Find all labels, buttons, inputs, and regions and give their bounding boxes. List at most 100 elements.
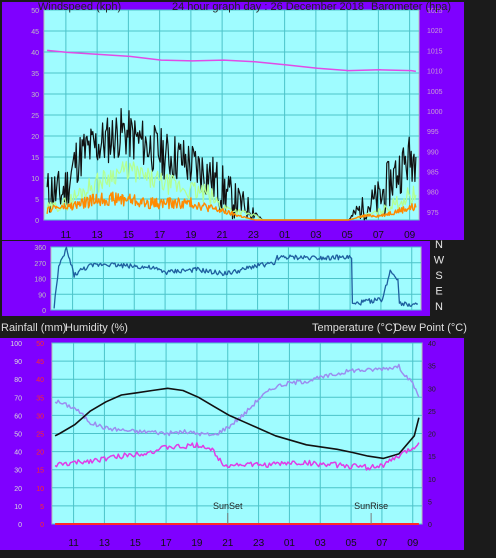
humidity-tick-label: 70 xyxy=(14,395,22,402)
humidity-tick-label: 100 xyxy=(10,341,22,348)
rainfall-tick-label: 30 xyxy=(36,413,44,420)
temperature-line xyxy=(54,387,420,460)
humidity-tick-label: 60 xyxy=(14,413,22,420)
rainfall-tick-label: 15 xyxy=(36,468,44,475)
rainfall-tick-label: 50 xyxy=(36,341,44,348)
temp-x-tick-label: 01 xyxy=(284,538,296,549)
wind-y-tick-label: 25 xyxy=(31,113,39,120)
humidity-tick-label: 20 xyxy=(14,486,22,493)
temperature-tick-label: 30 xyxy=(428,386,436,393)
humidity-tick-label: 50 xyxy=(14,432,22,439)
wind-grid xyxy=(44,9,419,221)
direction-y-tick-label: 360 xyxy=(34,245,46,252)
barometer-tick-label: 1000 xyxy=(427,109,443,116)
wind-x-tick-label: 15 xyxy=(123,230,135,241)
wind-y-tick-label: 35 xyxy=(31,71,39,78)
barometer-tick-label: 995 xyxy=(427,129,439,136)
direction-y-tick-label: 270 xyxy=(34,261,46,268)
barometer-tick-label: 1015 xyxy=(427,48,443,55)
temp-series xyxy=(54,363,420,525)
rainfall-tick-label: 40 xyxy=(36,377,44,384)
temperature-tick-label: 40 xyxy=(428,341,436,348)
humidity-tick-label: 30 xyxy=(14,468,22,475)
temperature-tick-label: 25 xyxy=(428,409,436,416)
compass-label: W xyxy=(434,255,445,267)
dewpoint-axis-title: Dew Point (°C) xyxy=(394,322,467,334)
humidity-tick-label: 80 xyxy=(14,377,22,384)
rainfall-tick-label: 5 xyxy=(40,504,44,511)
humidity-tick-label: 0 xyxy=(18,522,22,529)
compass-label: S xyxy=(435,270,442,282)
humidity-line xyxy=(54,363,420,437)
temp-x-tick-label: 03 xyxy=(315,538,327,549)
wind-x-tick-label: 09 xyxy=(404,230,416,241)
temp-grid xyxy=(52,342,422,525)
wind-series xyxy=(46,49,417,221)
rainfall-axis-title: Rainfall (mm) xyxy=(1,322,66,334)
rainfall-tick-label: 10 xyxy=(36,486,44,493)
humidity-axis-title: Humidity (%) xyxy=(65,322,128,334)
compass-label: N xyxy=(435,239,443,251)
barometer-tick-label: 990 xyxy=(427,149,439,156)
temperature-tick-label: 5 xyxy=(428,499,432,506)
wind-y-tick-label: 30 xyxy=(31,92,39,99)
temperature-tick-label: 0 xyxy=(428,522,432,529)
barometer-tick-label: 1005 xyxy=(427,89,443,96)
lull-line xyxy=(46,191,417,221)
temp-x-tick-label: 13 xyxy=(99,538,111,549)
windspeed-axis-title: Windspeed (kph) xyxy=(38,1,121,13)
barometer-tick-label: 975 xyxy=(427,210,439,217)
wind-x-tick-label: 17 xyxy=(154,230,166,241)
temp-x-tick-label: 15 xyxy=(130,538,142,549)
direction-y-tick-label: 180 xyxy=(34,277,46,284)
direction-series xyxy=(53,246,419,309)
direction-y-tick-label: 0 xyxy=(42,308,46,315)
temperature-tick-label: 35 xyxy=(428,364,436,371)
wind-y-tick-label: 0 xyxy=(35,218,39,225)
wind-x-tick-label: 23 xyxy=(248,230,260,241)
wind-x-tick-label: 11 xyxy=(61,230,72,241)
temperature-tick-label: 10 xyxy=(428,477,436,484)
wind-x-tick-label: 13 xyxy=(92,230,104,241)
barometer-tick-label: 1020 xyxy=(427,28,443,35)
barometer-tick-label: 980 xyxy=(427,190,439,197)
sunset-label: SunSet xyxy=(213,501,243,511)
temperature-tick-label: 15 xyxy=(428,454,436,461)
wind-y-tick-label: 20 xyxy=(31,134,39,141)
compass-label: E xyxy=(435,286,442,298)
temp-x-tick-label: 05 xyxy=(346,538,358,549)
temp-x-tick-label: 17 xyxy=(161,538,173,549)
chart-title: 24 hour graph day : 26 December 2018 xyxy=(172,1,364,13)
dew-point-line xyxy=(54,442,420,471)
wind-y-tick-label: 15 xyxy=(31,155,39,162)
direction-y-tick-label: 90 xyxy=(38,292,46,299)
temperature-axis-title: Temperature (°C) xyxy=(312,322,396,334)
rainfall-tick-label: 35 xyxy=(36,395,44,402)
rainfall-tick-label: 0 xyxy=(40,522,44,529)
rainfall-tick-label: 20 xyxy=(36,450,44,457)
rainfall-tick-label: 25 xyxy=(36,432,44,439)
humidity-tick-label: 40 xyxy=(14,450,22,457)
temp-x-tick-label: 23 xyxy=(253,538,265,549)
wind-y-tick-label: 50 xyxy=(31,8,39,15)
wind-x-tick-label: 01 xyxy=(279,230,291,241)
wind-x-tick-label: 19 xyxy=(185,230,197,241)
barometer-tick-label: 1010 xyxy=(427,69,443,76)
wind-direction-line xyxy=(53,246,419,309)
wind-tick-labels: 11 13 15 17 19 21 23 01 03 05 07 090510152025303540… xyxy=(31,8,442,241)
barometer-axis-title: Barometer (hpa) xyxy=(371,1,451,13)
compass-label: N xyxy=(435,301,443,313)
barometer-tick-label: 1025 xyxy=(427,8,443,15)
temp-x-tick-label: 07 xyxy=(376,538,388,549)
sunrise-label: SunRise xyxy=(354,501,388,511)
temp-x-tick-label: 09 xyxy=(407,538,419,549)
wind-y-tick-label: 45 xyxy=(31,29,39,36)
barometer-tick-label: 985 xyxy=(427,170,439,177)
temp-x-tick-label: 21 xyxy=(222,538,234,549)
humidity-tick-label: 90 xyxy=(14,359,22,366)
wind-y-tick-label: 40 xyxy=(31,50,39,57)
wind-y-tick-label: 5 xyxy=(35,197,39,204)
wind-x-tick-label: 05 xyxy=(342,230,354,241)
